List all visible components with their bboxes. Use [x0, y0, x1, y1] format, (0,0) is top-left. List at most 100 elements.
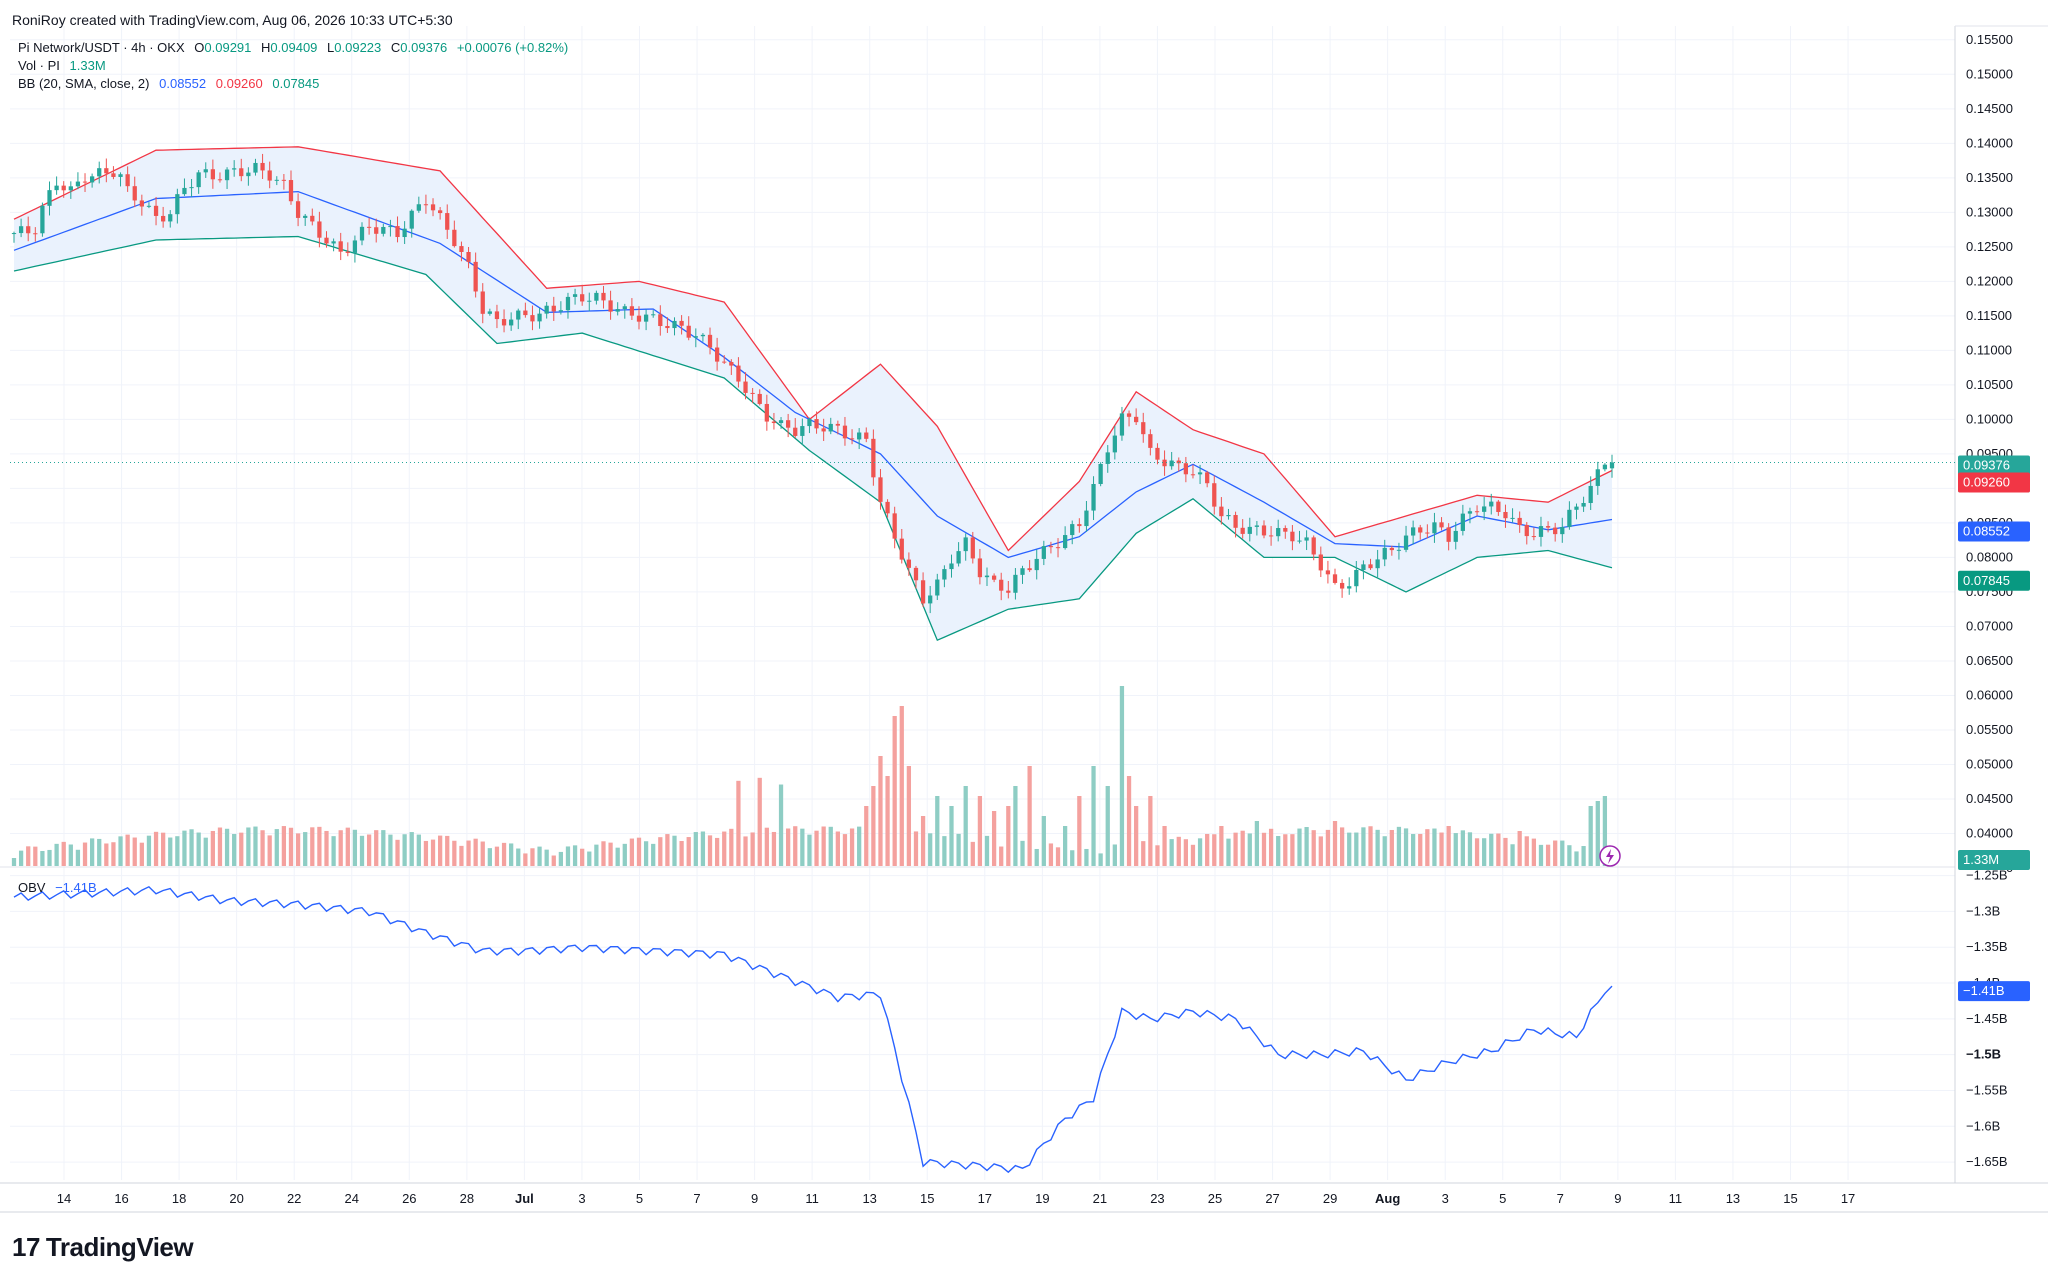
- candle-body: [523, 310, 528, 316]
- time-tick-label: 3: [1442, 1191, 1449, 1206]
- volume-bar: [1247, 833, 1252, 866]
- bb-legend: BB (20, SMA, close, 2) 0.08552 0.09260 0…: [18, 76, 325, 91]
- candle-body: [338, 241, 343, 252]
- volume-bar: [580, 848, 585, 866]
- time-tick-label: 9: [751, 1191, 758, 1206]
- candle-body: [452, 229, 457, 247]
- volume-label[interactable]: Vol · PI: [18, 58, 60, 73]
- symbol-name[interactable]: Pi Network/USDT · 4h · OKX: [18, 40, 185, 55]
- volume-bar: [849, 828, 855, 866]
- bb-label[interactable]: BB (20, SMA, close, 2): [18, 76, 150, 91]
- volume-bar: [1048, 843, 1054, 866]
- ohlc-high-label: H: [261, 40, 271, 55]
- volume-bar: [1148, 796, 1153, 866]
- volume-bar: [672, 835, 677, 866]
- candle-body: [1013, 574, 1018, 593]
- volume-bar: [778, 784, 784, 866]
- candle-body: [608, 300, 613, 312]
- volume-bar: [1325, 829, 1331, 866]
- time-tick-label: 20: [229, 1191, 243, 1206]
- candle-body: [722, 361, 727, 363]
- candle-body: [1318, 554, 1323, 571]
- candle-body: [1411, 527, 1416, 536]
- volume-bar: [757, 777, 762, 866]
- candle-body: [232, 168, 237, 170]
- volume-bar: [1439, 832, 1444, 866]
- candle-body: [580, 294, 585, 302]
- candle-body: [125, 174, 130, 187]
- candle-body: [999, 579, 1004, 591]
- volume-bar: [871, 786, 876, 866]
- candle-body: [1091, 484, 1096, 511]
- candle-body: [1531, 536, 1537, 538]
- candle-body: [47, 190, 52, 206]
- candle-body: [1489, 501, 1494, 507]
- candle-body: [1581, 503, 1586, 507]
- candle-body: [139, 200, 144, 207]
- volume-bar: [317, 826, 322, 866]
- volume-bar: [1467, 832, 1473, 866]
- candle-body: [1368, 564, 1373, 569]
- volume-bar: [629, 838, 635, 866]
- candle-body: [1425, 532, 1430, 534]
- volume-bar: [1588, 806, 1593, 866]
- candle-body: [757, 393, 762, 404]
- candle-body: [864, 432, 869, 439]
- candle-body: [423, 204, 429, 206]
- price-tick-label: 0.06000: [1966, 687, 2013, 702]
- candle-body: [1212, 483, 1217, 507]
- volume-bar: [537, 846, 542, 866]
- candle-body: [778, 420, 784, 424]
- tradingview-logo[interactable]: 17 TradingView: [12, 1232, 194, 1263]
- bb-basis-line: [13, 190, 1613, 559]
- candle-body: [679, 320, 684, 326]
- ohlc-close: 0.09376: [400, 40, 448, 55]
- bb-lower-value: 0.07845: [272, 76, 320, 91]
- obv-tick-label: −1.35B: [1966, 939, 2008, 954]
- candle-body: [615, 309, 620, 312]
- volume-bar: [274, 829, 279, 866]
- candle-body: [395, 226, 400, 238]
- candle-body: [253, 162, 258, 173]
- candle-body: [161, 215, 166, 222]
- obv-label[interactable]: OBV: [18, 880, 46, 895]
- volume-bar: [516, 848, 521, 866]
- time-tick-label: 9: [1614, 1191, 1621, 1206]
- volume-bar: [232, 833, 237, 866]
- candle-body: [1510, 517, 1515, 519]
- candle-body: [1382, 547, 1387, 560]
- volume-bar: [928, 833, 933, 866]
- candle-body: [750, 392, 755, 394]
- candle-body: [210, 169, 215, 180]
- time-tick-label: 23: [1150, 1191, 1164, 1206]
- volume-badge: [1958, 850, 2030, 870]
- candle-body: [821, 428, 826, 432]
- volume-bar: [324, 830, 329, 866]
- volume-bar: [310, 827, 315, 866]
- time-tick-label: 21: [1093, 1191, 1107, 1206]
- candle-body: [828, 423, 833, 432]
- candle-body: [402, 228, 407, 238]
- candle-body: [416, 204, 421, 211]
- candle-body: [544, 305, 549, 314]
- volume-bar: [189, 829, 194, 866]
- volume-bar: [1070, 850, 1075, 866]
- volume-bar: [1020, 840, 1025, 866]
- volume-bar: [161, 832, 166, 866]
- volume-bar: [714, 837, 720, 866]
- candle-body: [68, 186, 73, 191]
- candle-body: [651, 314, 656, 316]
- candle-body: [736, 365, 741, 382]
- candle-body: [537, 313, 542, 322]
- volume-bar: [1560, 840, 1565, 866]
- price-tick-label: 0.10500: [1966, 377, 2013, 392]
- candle-body: [1197, 472, 1203, 475]
- candle-body: [1283, 528, 1288, 532]
- candle-body: [182, 187, 187, 195]
- candle-body: [977, 558, 983, 578]
- candle-body: [892, 513, 897, 539]
- volume-bar: [260, 830, 265, 866]
- obv-badge-text: −1.41B: [1963, 983, 2005, 998]
- candle-body: [885, 501, 890, 514]
